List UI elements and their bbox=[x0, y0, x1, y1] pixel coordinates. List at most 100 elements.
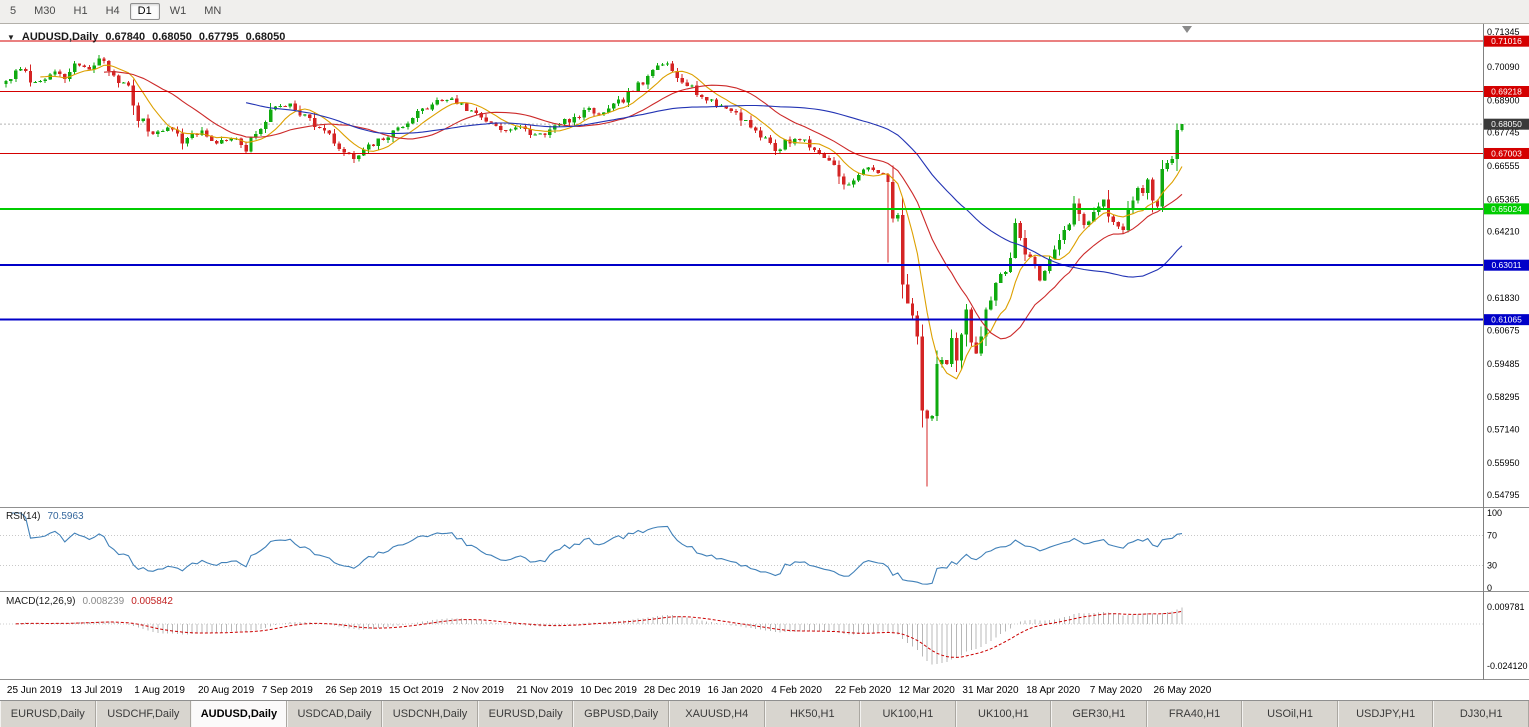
date-axis-label: 16 Jan 2020 bbox=[708, 685, 763, 696]
current-price-badge bbox=[1484, 118, 1529, 130]
ma-line-mid bbox=[103, 71, 1183, 340]
hline-price-badge bbox=[1484, 259, 1529, 271]
date-axis-label: 28 Dec 2019 bbox=[644, 685, 701, 696]
timeframe-button-W1[interactable]: W1 bbox=[169, 5, 187, 17]
macd-signal-value: 0.005842 bbox=[131, 596, 173, 607]
hline-badge-label: 0.61065 bbox=[1491, 315, 1522, 325]
hline-price-badge bbox=[1484, 203, 1529, 215]
price-axis-label: 0.66555 bbox=[1487, 161, 1520, 171]
macd-axis-label: 0.009781 bbox=[1487, 602, 1525, 612]
hline-badge-label: 0.63011 bbox=[1491, 260, 1521, 270]
macd-name: MACD(12,26,9) bbox=[6, 596, 76, 607]
hline-price-badge bbox=[1484, 314, 1529, 326]
date-axis-label: 15 Oct 2019 bbox=[389, 685, 444, 696]
timeframe-button-M30[interactable]: M30 bbox=[34, 5, 56, 17]
rsi-value: 70.5963 bbox=[47, 511, 84, 522]
candles[interactable] bbox=[4, 54, 1184, 487]
rsi-axis-label: 70 bbox=[1487, 531, 1497, 541]
macd-axis-label: -0.024120 bbox=[1487, 661, 1528, 671]
hline-price-badge bbox=[1484, 147, 1529, 159]
price-axis-label: 0.60675 bbox=[1487, 326, 1520, 336]
date-axis-label: 25 Jun 2019 bbox=[7, 685, 62, 696]
macd-indicator-label: MACD(12,26,9) 0.008239 0.005842 bbox=[6, 596, 173, 607]
timeframe-button-MN[interactable]: MN bbox=[204, 5, 222, 17]
date-axis-label: 31 Mar 2020 bbox=[962, 685, 1019, 696]
macd-main-value: 0.008239 bbox=[82, 596, 125, 607]
date-axis-label: 22 Feb 2020 bbox=[835, 685, 892, 696]
hline-badge-label: 0.67003 bbox=[1491, 148, 1522, 158]
timeframe-toolbar: 5 M30 H1 H4 D1 W1 MN bbox=[0, 0, 1529, 24]
chart-tab-FRA40-H1[interactable]: FRA40,H1 bbox=[1146, 701, 1243, 727]
ma-line-slow bbox=[245, 102, 1183, 278]
chart-canvas[interactable]: 0.71345 0.70090 0.68900 0.67745 0.66555 0.653… bbox=[0, 24, 1529, 700]
ohlc-close: 0.68050 bbox=[245, 31, 286, 43]
symbol-dropdown-icon[interactable]: ▼ bbox=[7, 32, 15, 42]
ohlc-high: 0.68050 bbox=[152, 31, 192, 43]
chart-tab-AUDUSD-Daily[interactable]: AUDUSD,Daily bbox=[191, 701, 287, 727]
price-axis-label: 0.57140 bbox=[1487, 424, 1520, 434]
price-axis-label: 0.65365 bbox=[1487, 194, 1520, 204]
timeframe-button-H1[interactable]: H1 bbox=[73, 5, 88, 17]
chart-tab-USDCNH-Daily[interactable]: USDCNH,Daily bbox=[382, 701, 478, 727]
chart-tab-USOil-H1[interactable]: USOil,H1 bbox=[1242, 701, 1338, 727]
chart-tab-DJ30-H1[interactable]: DJ30,H1 bbox=[1433, 701, 1529, 727]
rsi-name: RSI(14) bbox=[6, 511, 41, 522]
date-axis-label: 21 Nov 2019 bbox=[517, 685, 574, 696]
chart-tab-HK50-H1[interactable]: HK50,H1 bbox=[764, 701, 861, 727]
rsi-axis-label: 30 bbox=[1487, 561, 1497, 571]
rsi-axis-label: 100 bbox=[1487, 508, 1502, 518]
moving-averages bbox=[40, 64, 1183, 380]
date-axis-label: 7 Sep 2019 bbox=[262, 685, 314, 696]
date-axis-label: 18 Apr 2020 bbox=[1026, 685, 1080, 696]
price-axis-label: 0.71345 bbox=[1487, 27, 1520, 37]
macd-histogram bbox=[15, 607, 1183, 665]
current-price-badge-label: 0.68050 bbox=[1491, 119, 1522, 129]
date-axis-label: 10 Dec 2019 bbox=[580, 685, 637, 696]
chart-tab-GER30-H1[interactable]: GER30,H1 bbox=[1051, 701, 1147, 727]
price-axis-label: 0.59485 bbox=[1487, 359, 1520, 369]
chart-tab-UK100-H1[interactable]: UK100,H1 bbox=[955, 701, 1052, 727]
chart-area[interactable]: 0.71345 0.70090 0.68900 0.67745 0.66555 0.653… bbox=[0, 24, 1529, 700]
ma-line-fast bbox=[40, 64, 1183, 380]
chart-shift-marker-icon[interactable] bbox=[1182, 26, 1192, 33]
ohlc-open: 0.67840 bbox=[105, 31, 146, 43]
hline-price-badge bbox=[1484, 85, 1529, 97]
chart-tab-XAUUSD-H4[interactable]: XAUUSD,H4 bbox=[668, 701, 765, 727]
macd-signal-line bbox=[15, 610, 1183, 658]
chart-tab-USDCHF-Daily[interactable]: USDCHF,Daily bbox=[95, 701, 192, 727]
date-axis-label: 1 Aug 2019 bbox=[134, 685, 185, 696]
price-axis-label: 0.58295 bbox=[1487, 392, 1520, 402]
date-axis-label: 13 Jul 2019 bbox=[71, 685, 123, 696]
chart-symbol-label: AUDUSD,Daily bbox=[21, 31, 99, 43]
timeframe-button-5[interactable]: 5 bbox=[10, 5, 17, 17]
price-axis-label: 0.54795 bbox=[1487, 490, 1520, 500]
price-axis-label: 0.67745 bbox=[1487, 128, 1520, 138]
date-axis-label: 2 Nov 2019 bbox=[453, 685, 505, 696]
hline-badge-label: 0.71016 bbox=[1491, 36, 1522, 46]
chart-tab-USDCAD-Daily[interactable]: USDCAD,Daily bbox=[286, 701, 383, 727]
chart-tab-UK100-H1[interactable]: UK100,H1 bbox=[860, 701, 956, 727]
chart-ohlc-header: ▼ AUDUSD,Daily 0.67840 0.68050 0.67795 0… bbox=[7, 31, 285, 43]
chart-tab-GBPUSD-Daily[interactable]: GBPUSD,Daily bbox=[573, 701, 669, 727]
date-axis-label: 20 Aug 2019 bbox=[198, 685, 255, 696]
rsi-indicator-label: RSI(14) 70.5963 bbox=[6, 511, 84, 522]
hline-price-badge bbox=[1484, 35, 1529, 47]
chart-tab-bar: EURUSD,Daily USDCHF,Daily AUDUSD,Daily USDC… bbox=[0, 700, 1529, 727]
price-axis-label: 0.55950 bbox=[1487, 458, 1520, 468]
date-axis-label: 12 Mar 2020 bbox=[899, 685, 956, 696]
hline-badge-label: 0.65024 bbox=[1491, 204, 1522, 214]
timeframe-button-H4[interactable]: H4 bbox=[105, 5, 120, 17]
rsi-line bbox=[10, 512, 1183, 585]
chart-tab-USDJPY-H1[interactable]: USDJPY,H1 bbox=[1337, 701, 1434, 727]
timeframe-button-D1[interactable]: D1 bbox=[129, 3, 160, 20]
date-axis-label: 7 May 2020 bbox=[1090, 685, 1143, 696]
ohlc-low: 0.67795 bbox=[198, 31, 239, 43]
chart-tab-EURUSD-Daily[interactable]: EURUSD,Daily bbox=[477, 701, 574, 727]
price-axis-label: 0.68900 bbox=[1487, 95, 1520, 105]
date-axis-label: 4 Feb 2020 bbox=[771, 685, 822, 696]
hline-badge-label: 0.69218 bbox=[1491, 86, 1522, 96]
date-axis-label: 26 May 2020 bbox=[1154, 685, 1212, 696]
chart-tab-EURUSD-Daily[interactable]: EURUSD,Daily bbox=[0, 701, 96, 727]
date-axis-label: 26 Sep 2019 bbox=[325, 685, 382, 696]
